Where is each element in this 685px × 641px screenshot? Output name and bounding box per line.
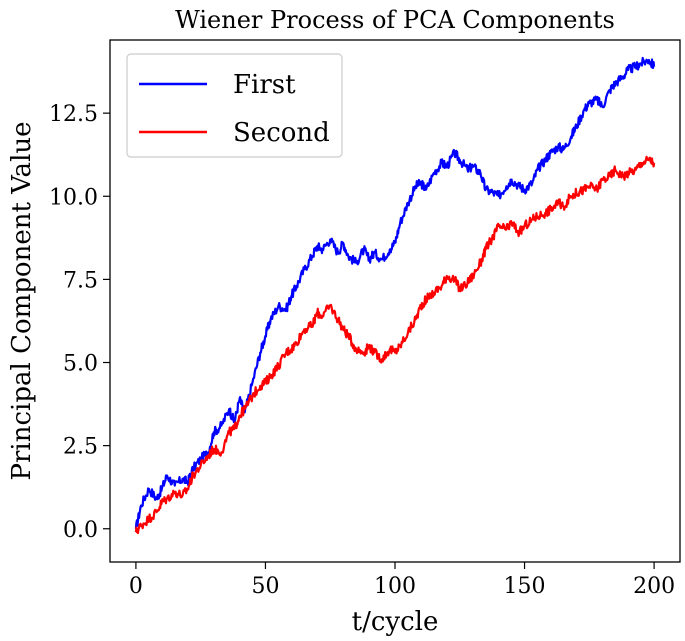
x-tick-label: 50 xyxy=(251,574,279,599)
ticks-layer: 0 50 100 150 200 0.0 2.5 5.0 7.5 10.0 12.5 xyxy=(49,102,675,599)
x-tick-label: 0 xyxy=(129,574,143,599)
series-line-first xyxy=(134,56,656,529)
y-tick-label: 0.0 xyxy=(63,518,98,543)
y-tick-label: 7.5 xyxy=(63,268,98,293)
chart-title: Wiener Process of PCA Components xyxy=(175,6,615,34)
x-axis-label: t/cycle xyxy=(352,607,439,637)
series-line-second xyxy=(134,155,656,535)
legend-label-first: First xyxy=(233,70,296,100)
x-tick-label: 100 xyxy=(374,574,416,599)
plot-frame xyxy=(109,39,681,563)
legend-label-second: Second xyxy=(233,118,330,148)
y-tick-label: 12.5 xyxy=(49,102,98,127)
legend: First Second xyxy=(126,53,343,158)
y-tick-label: 2.5 xyxy=(63,435,98,460)
y-axis-label: Principal Component Value xyxy=(7,121,37,480)
y-tick-label: 5.0 xyxy=(63,352,98,377)
series-layer xyxy=(134,56,656,535)
x-tick-label: 200 xyxy=(633,574,675,599)
x-tick-label: 150 xyxy=(504,574,546,599)
y-tick-label: 10.0 xyxy=(49,185,98,210)
